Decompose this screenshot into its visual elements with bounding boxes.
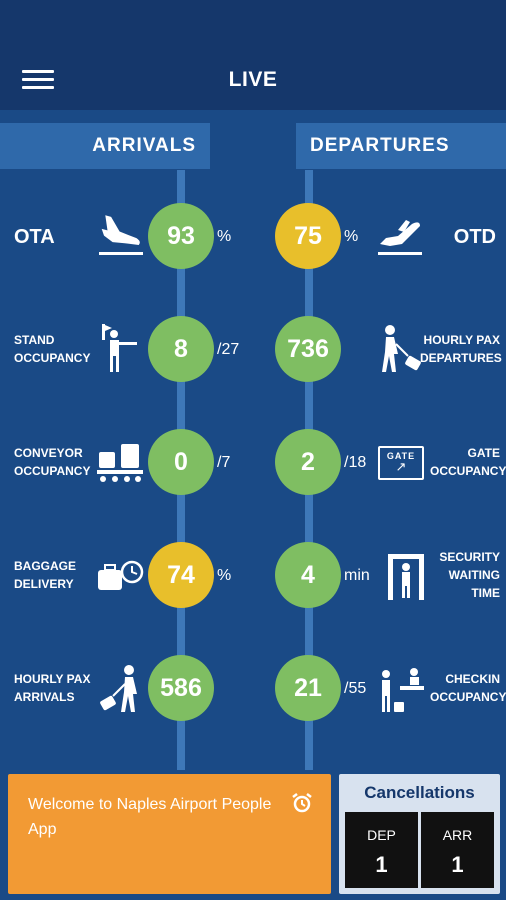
top-bar: LIVE (0, 0, 506, 110)
checkin-occupancy-label: CHECKIN OCCUPANCY (430, 672, 506, 704)
security-waiting-time-label: SECURITY WAITING TIME (439, 550, 500, 600)
gate-occupancy-label: GATE OCCUPANCY (430, 446, 506, 478)
stand-occupancy-value-circle[interactable]: 8 (148, 316, 214, 382)
conveyor-icon (97, 444, 143, 482)
plane-landing-icon (99, 215, 143, 255)
cancellations-dep-box[interactable]: DEP 1 (345, 812, 418, 888)
ota-label: OTA (14, 226, 55, 248)
cancellations-arr-value: 1 (451, 852, 464, 877)
cancellations-dep-label: DEP (367, 827, 396, 843)
security-scanner-icon (388, 554, 424, 600)
cancellations-dep-value: 1 (375, 852, 388, 877)
ota-unit: % (217, 228, 232, 245)
baggage-delivery-label: BAGGAGE DELIVERY (14, 559, 77, 591)
tab-arrivals[interactable]: ARRIVALS (0, 123, 210, 169)
ota-value-circle[interactable]: 93 (148, 203, 214, 269)
alarm-clock-icon[interactable] (291, 792, 313, 814)
security-waiting-value-circle[interactable]: 4 (275, 542, 341, 608)
gate-sign-icon: GATE ↗ (378, 446, 424, 480)
hourly-pax-departures-value-circle[interactable]: 736 (275, 316, 341, 382)
hourly-pax-arrivals-label: HOURLY PAX ARRIVALS (14, 672, 91, 704)
gate-occupancy-value-circle[interactable]: 2 (275, 429, 341, 495)
gate-occupancy-unit: /18 (344, 454, 367, 471)
cancellations-panel: Cancellations DEP 1 ARR 1 (339, 774, 500, 894)
checkin-occupancy-unit: /55 (344, 680, 367, 697)
page-title: LIVE (228, 68, 278, 91)
security-waiting-unit: min (344, 567, 370, 584)
otd-unit: % (344, 228, 359, 245)
stand-occupancy-label: STAND OCCUPANCY (14, 333, 91, 365)
conveyor-occupancy-label: CONVEYOR OCCUPANCY (14, 446, 91, 478)
baggage-delivery-unit: % (217, 567, 232, 584)
welcome-text: Welcome to Naples Airport People App (28, 796, 272, 838)
cancellations-arr-box[interactable]: ARR 1 (421, 812, 494, 888)
otd-value-circle[interactable]: 75 (275, 203, 341, 269)
checkin-occupancy-value-circle[interactable]: 21 (275, 655, 341, 721)
stand-occupancy-unit: /27 (217, 341, 240, 358)
otd-label: OTD (453, 226, 496, 248)
traveler-icon (382, 325, 421, 372)
baggage-delivery-value-circle[interactable]: 74 (148, 542, 214, 608)
tab-departures[interactable]: DEPARTURES (296, 123, 506, 169)
conveyor-occupancy-unit: /7 (217, 454, 231, 471)
marshaller-icon (102, 324, 137, 372)
cancellations-title: Cancellations (364, 783, 475, 802)
hourly-pax-arrivals-value-circle[interactable]: 586 (148, 655, 214, 721)
traveler-icon (100, 665, 137, 712)
baggage-clock-icon (98, 560, 144, 590)
plane-takeoff-icon (378, 220, 422, 255)
hamburger-icon[interactable] (22, 70, 54, 92)
welcome-banner[interactable]: Welcome to Naples Airport People App (8, 774, 331, 894)
cancellations-arr-label: ARR (442, 827, 473, 843)
conveyor-occupancy-value-circle[interactable]: 0 (148, 429, 214, 495)
hourly-pax-departures-label: HOURLY PAX DEPARTURES (420, 333, 502, 365)
checkin-desk-icon (382, 668, 424, 712)
